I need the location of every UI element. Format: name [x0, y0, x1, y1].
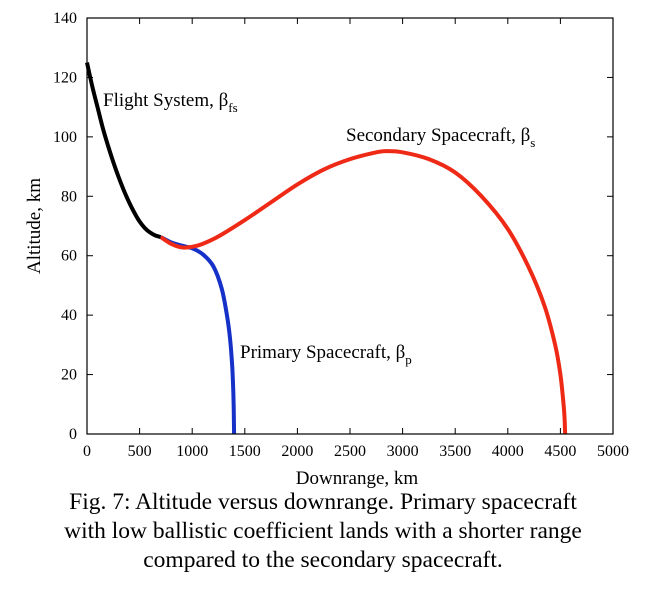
figure-caption: Fig. 7: Altitude versus downrange. Prima…	[0, 488, 646, 575]
x-axis-label: Downrange, km	[296, 468, 419, 489]
y-axis-ticks: 0 20 40 60 80 100 120 140	[53, 10, 613, 443]
caption-line-1: Fig. 7: Altitude versus downrange. Prima…	[69, 489, 577, 515]
y-tick-label: 120	[53, 69, 77, 86]
y-tick-label: 40	[61, 307, 77, 324]
series-line-secondary-spacecraft	[159, 149, 568, 435]
caption-line-2: with low ballistic coefficient lands wit…	[64, 518, 582, 544]
y-tick-label: 100	[53, 129, 77, 146]
series-line-flight-system	[85, 62, 162, 239]
x-tick-label: 0	[83, 443, 91, 460]
x-tick-label: 1000	[176, 443, 208, 460]
plot-frame	[86, 17, 614, 435]
series-label-primary-spacecraft: Primary Spacecraft, βp	[240, 342, 412, 367]
y-tick-label: 80	[61, 188, 77, 205]
x-tick-label: 500	[128, 443, 152, 460]
series-line-primary-spacecraft	[159, 235, 237, 435]
x-tick-label: 2500	[334, 443, 366, 460]
x-tick-label: 4000	[492, 443, 524, 460]
x-tick-label: 2000	[281, 443, 313, 460]
chart: 0 500 1000 1500 2000 2500 3000 3500 4000 4500 5000…	[24, 10, 629, 489]
series-label-flight-system: Flight System, βfs	[103, 90, 238, 115]
x-tick-label: 5000	[597, 443, 629, 460]
y-axis-label: Altitude, km	[24, 178, 45, 274]
y-tick-label: 60	[61, 248, 77, 265]
x-tick-label: 4500	[544, 443, 576, 460]
x-tick-label: 3000	[387, 443, 419, 460]
y-tick-label: 140	[53, 10, 77, 27]
series-lines	[85, 62, 568, 435]
y-tick-label: 20	[61, 367, 77, 384]
x-tick-label: 3500	[439, 443, 471, 460]
x-tick-label: 1500	[229, 443, 261, 460]
series-label-secondary-spacecraft: Secondary Spacecraft, βs	[346, 125, 535, 150]
x-axis-ticks: 0 500 1000 1500 2000 2500 3000 3500 4000 4500 5000	[83, 18, 629, 460]
caption-line-3: compared to the secondary spacecraft.	[143, 547, 503, 573]
y-tick-label: 0	[69, 426, 77, 443]
